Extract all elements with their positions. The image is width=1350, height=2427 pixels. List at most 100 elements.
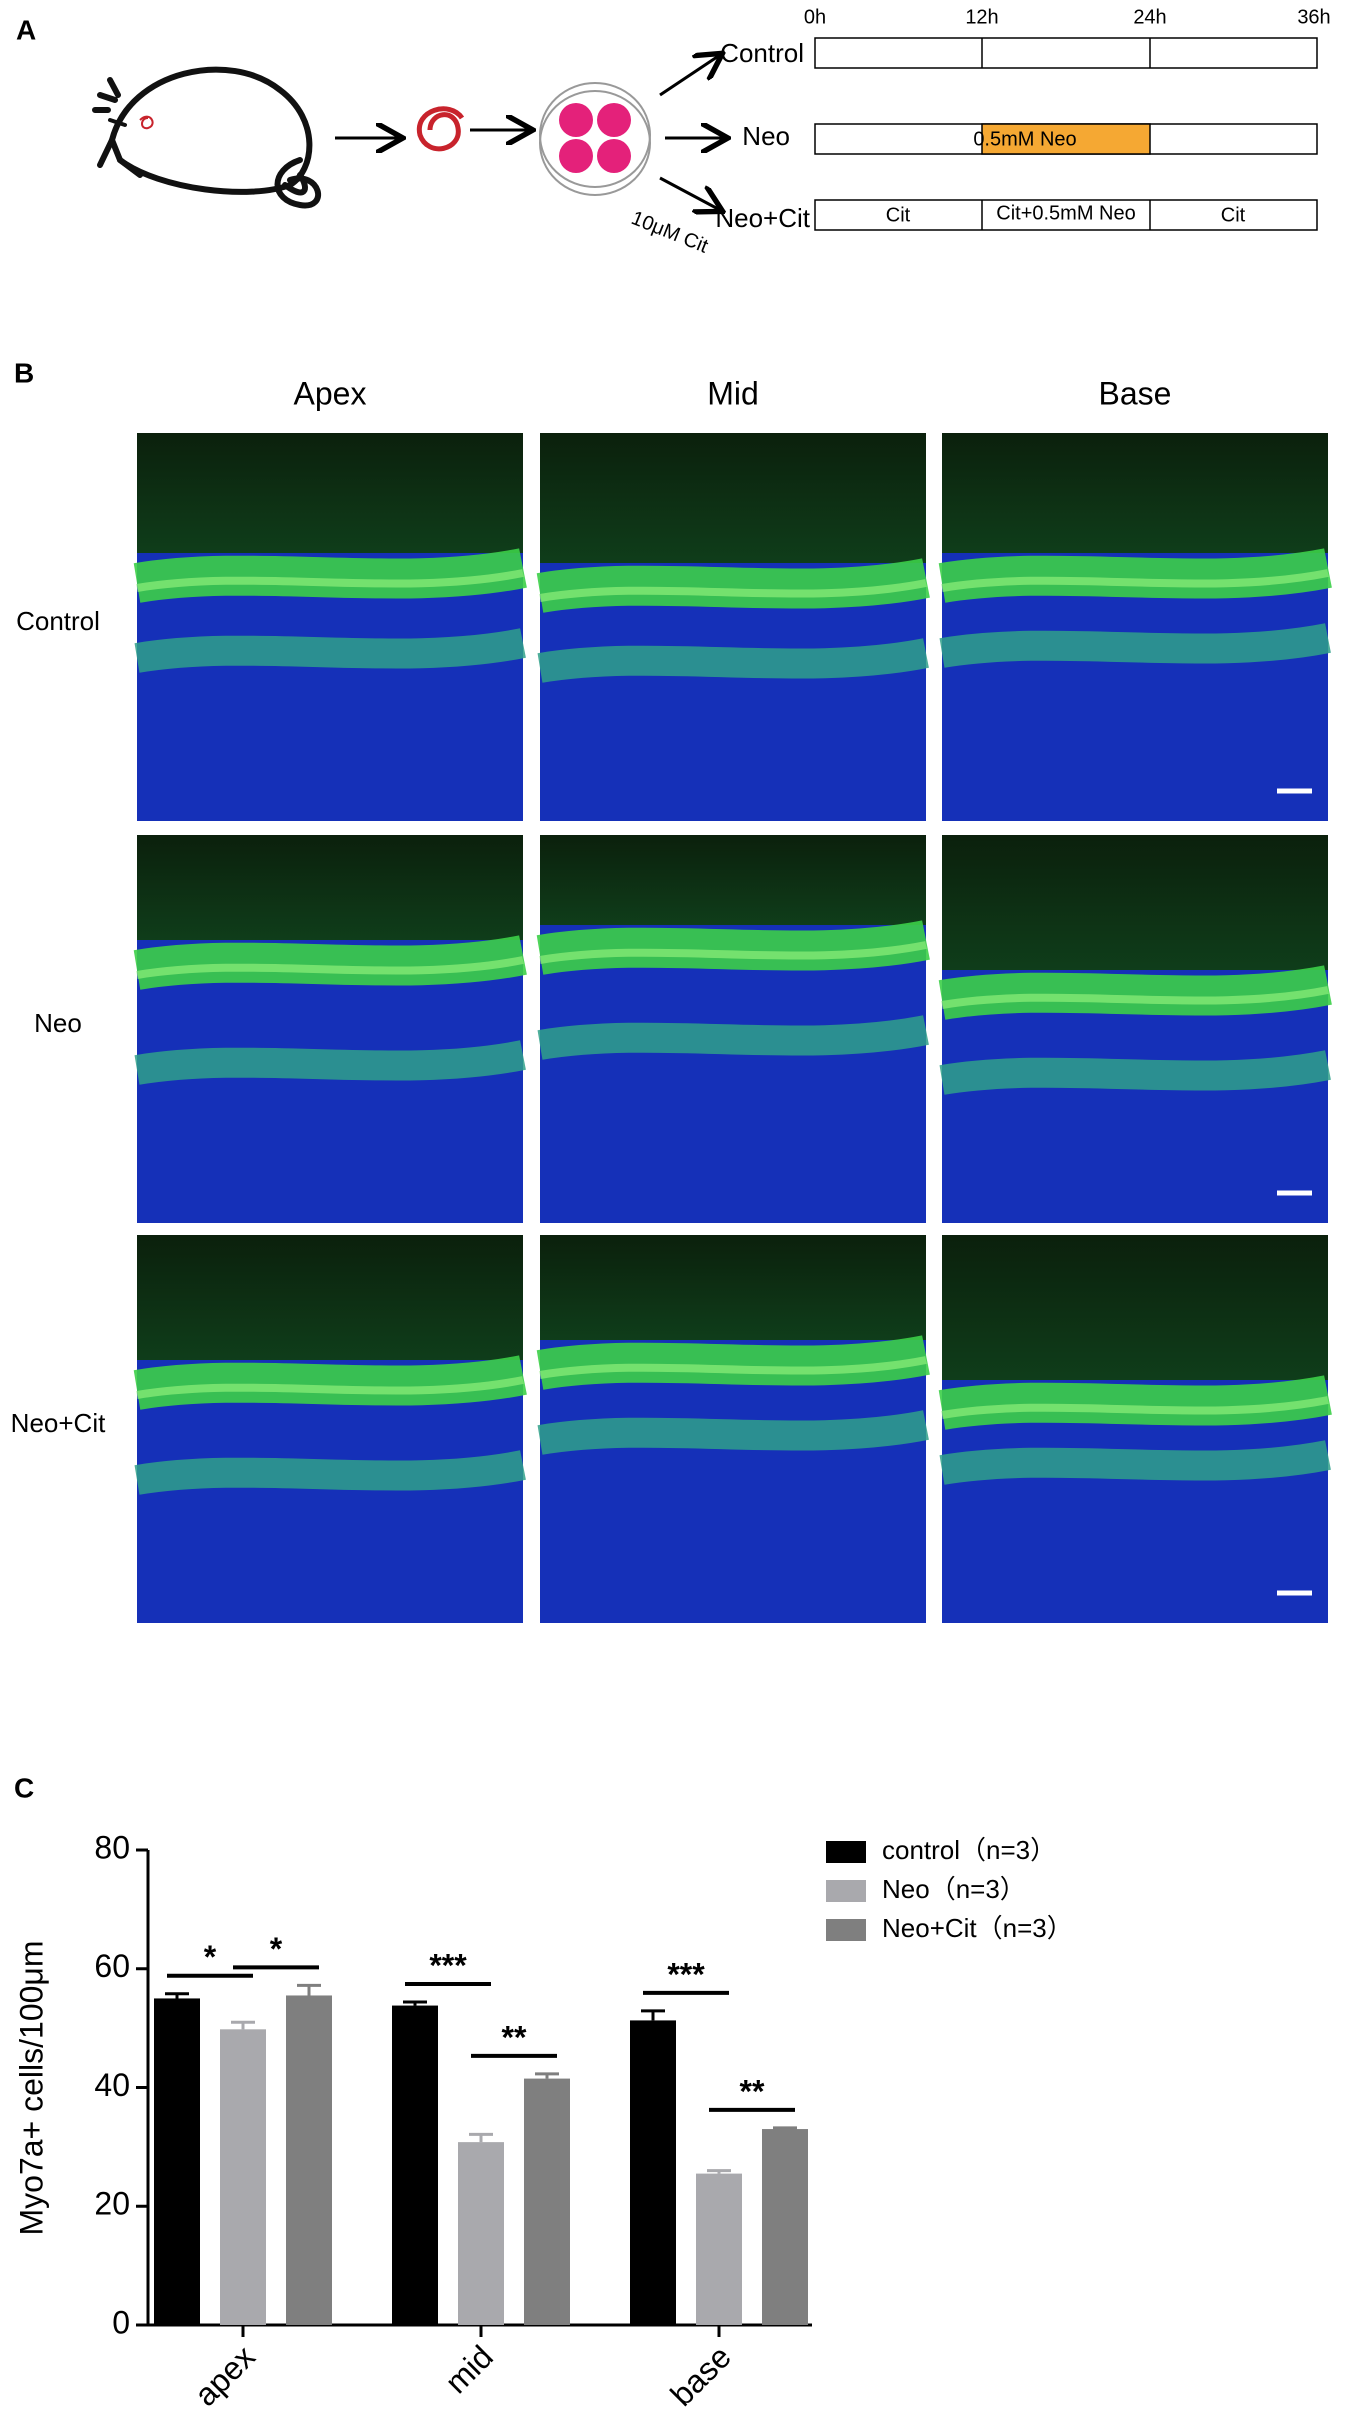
treatment-label: 10μM Cit <box>628 207 711 258</box>
significance-label: ** <box>740 2073 765 2109</box>
legend-swatch <box>826 1841 866 1863</box>
column-label: Mid <box>707 375 759 411</box>
time-label: 24h <box>1133 6 1166 28</box>
cell-band <box>938 1375 1332 1430</box>
group-label: Neo <box>742 121 790 151</box>
cell-band <box>133 935 527 990</box>
cell-band <box>539 941 927 964</box>
row-label: Neo+Cit <box>11 1408 106 1438</box>
error-bar <box>469 2132 493 2143</box>
micrograph-background <box>942 1235 1328 1380</box>
cell-band <box>938 965 1332 1020</box>
culture-dish <box>539 82 651 196</box>
significance-label: * <box>270 1931 283 1967</box>
micrograph-background <box>942 433 1328 553</box>
y-tick-label: 80 <box>94 1829 130 1865</box>
cell-band <box>134 628 526 673</box>
cochlea-mini <box>139 115 154 130</box>
error-bar <box>773 2126 797 2130</box>
bar <box>630 2020 676 2325</box>
cell-band <box>133 548 527 603</box>
micrograph-grid <box>133 433 1332 1623</box>
micrograph-background <box>540 433 926 563</box>
error-bar <box>297 1983 321 1996</box>
arrow <box>659 55 720 97</box>
time-label: 36h <box>1297 6 1330 28</box>
micrograph-background <box>540 1235 926 1340</box>
bar <box>762 2129 808 2325</box>
bar <box>220 2029 266 2325</box>
legend-label: Neo+Cit（n=3） <box>882 1913 1073 1943</box>
error-bar <box>231 2020 255 2030</box>
error-bar <box>535 2072 559 2079</box>
x-tick-label: base <box>663 2338 738 2413</box>
bar <box>524 2078 570 2325</box>
panel-label: C <box>14 1772 34 1803</box>
cell-band <box>133 1355 527 1410</box>
micrograph-background <box>942 835 1328 970</box>
cell-band <box>939 1440 1331 1485</box>
legend-label: Neo（n=3） <box>882 1874 1026 1904</box>
cochlea-icon <box>416 106 465 152</box>
segment-label: Cit <box>1221 204 1246 226</box>
error-bar <box>641 2009 665 2021</box>
bar <box>154 1998 200 2325</box>
bar <box>458 2142 504 2325</box>
x-tick-label: apex <box>187 2338 262 2413</box>
bar <box>696 2173 742 2325</box>
micrograph-background <box>137 433 523 553</box>
legend-swatch <box>826 1919 866 1941</box>
bar <box>286 1995 332 2325</box>
row-label: Control <box>16 606 100 636</box>
y-axis-label: Myo7a+ cells/100μm <box>13 1940 49 2235</box>
significance-label: *** <box>667 1956 705 1992</box>
cell-band <box>539 1356 927 1379</box>
column-label: Apex <box>294 375 367 411</box>
error-bar <box>403 2000 427 2006</box>
significance-label: ** <box>502 2019 527 2055</box>
panel-label: A <box>16 14 36 45</box>
cell-band <box>136 569 524 592</box>
legend-swatch <box>826 1880 866 1902</box>
cell-band <box>537 1015 929 1060</box>
group-label: Neo+Cit <box>715 203 810 233</box>
significance-label: *** <box>429 1947 467 1983</box>
significance-label: * <box>204 1939 217 1975</box>
y-tick-label: 60 <box>94 1948 130 1984</box>
timeline <box>814 37 1318 231</box>
segment-label: Cit+0.5mM Neo <box>996 202 1136 224</box>
cell-band <box>539 579 927 602</box>
micrograph-background <box>137 1235 523 1360</box>
micrograph-background <box>540 835 926 925</box>
panel-label: B <box>14 357 34 388</box>
cell-band <box>938 548 1332 603</box>
x-tick-label: mid <box>438 2338 500 2400</box>
time-label: 0h <box>804 6 826 28</box>
legend-label: control（n=3） <box>882 1835 1056 1865</box>
cell-band <box>941 986 1329 1009</box>
cell-band <box>136 1376 524 1399</box>
cell-band <box>941 569 1329 592</box>
cell-band <box>939 1050 1331 1095</box>
cell-band <box>136 956 524 979</box>
cell-band <box>537 1410 929 1455</box>
time-label: 12h <box>965 6 998 28</box>
cell-band <box>536 920 930 975</box>
cell-band <box>941 1396 1329 1419</box>
micrograph-background <box>137 835 523 940</box>
cell-band <box>537 638 929 683</box>
y-tick-label: 40 <box>94 2067 130 2103</box>
arrow <box>659 176 720 210</box>
y-tick-label: 20 <box>94 2186 130 2222</box>
mouse-icon <box>92 66 321 209</box>
cell-band <box>134 1450 526 1495</box>
segment-label: Cit <box>886 204 911 226</box>
bar <box>392 2005 438 2325</box>
cell-band <box>536 558 930 613</box>
column-label: Base <box>1099 375 1172 411</box>
segment-label: 0.5mM Neo <box>973 128 1076 150</box>
y-tick-label: 0 <box>112 2304 130 2340</box>
cell-band <box>939 623 1331 668</box>
error-bar <box>165 1992 189 1999</box>
